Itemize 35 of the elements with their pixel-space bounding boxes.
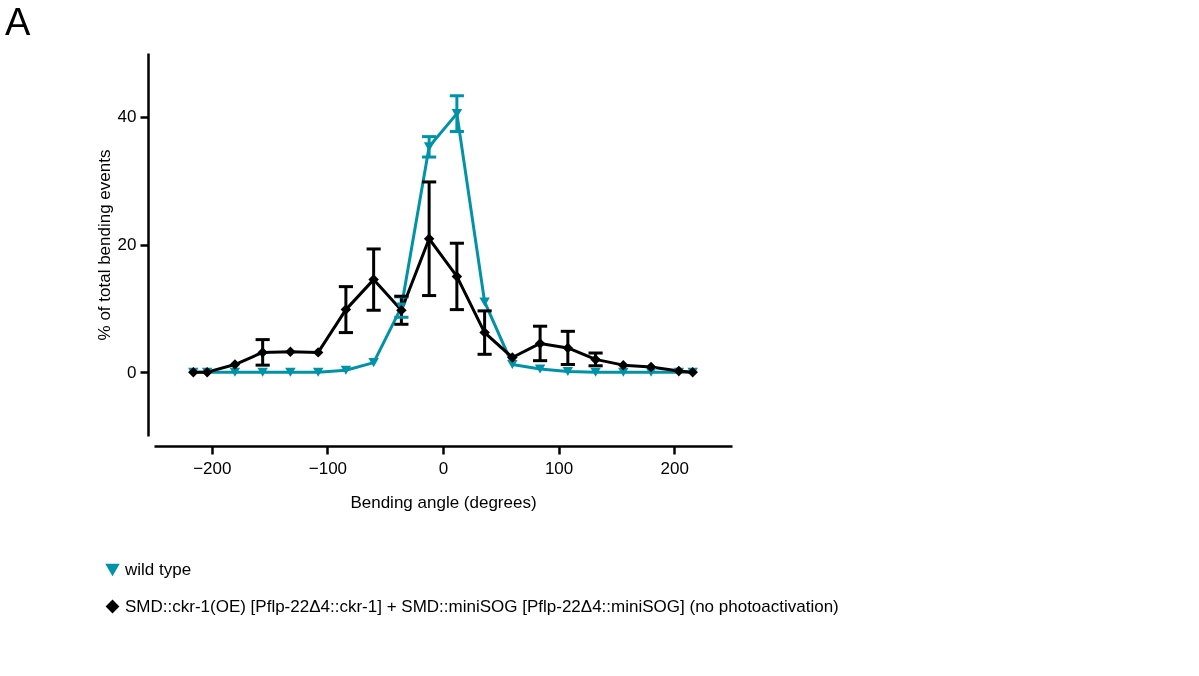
point [590, 367, 601, 377]
point [340, 304, 352, 315]
point [368, 274, 379, 285]
point [562, 342, 574, 354]
y-tick-label: 40 [117, 107, 137, 127]
point [451, 271, 463, 282]
chart-title: A [5, 1, 32, 43]
y-tick-label: 0 [127, 362, 137, 382]
point [645, 361, 657, 373]
point [507, 352, 518, 363]
x-tick-label: 100 [544, 458, 574, 478]
point [562, 366, 574, 377]
x-tick-label: 0 [438, 458, 449, 478]
y-axis-title: % of total bending events [94, 149, 114, 341]
point [257, 367, 268, 377]
point [285, 367, 296, 377]
legend-label: wild type [124, 559, 192, 579]
point [479, 327, 490, 338]
point [618, 359, 629, 371]
point [534, 364, 546, 374]
point [396, 305, 407, 316]
point [479, 297, 490, 307]
point [368, 358, 379, 368]
point [229, 359, 241, 370]
x-tick-label: −100 [308, 458, 348, 478]
point [340, 365, 352, 375]
point [285, 346, 296, 357]
point [257, 347, 268, 358]
y-tick-label: 20 [117, 235, 137, 254]
point [312, 367, 324, 377]
legend-label: SMD::ckr-1(OE) [Pflp-22Δ4::ckr-1] + SMD::miniSOG [Pflp-22Δ4::miniSOG] (no photoactivation) [125, 596, 839, 616]
x-axis-title: Bending angle (degrees) [350, 492, 537, 512]
point [534, 338, 546, 349]
x-tick-label: −200 [193, 458, 232, 478]
x-tick-label: 200 [660, 458, 689, 478]
